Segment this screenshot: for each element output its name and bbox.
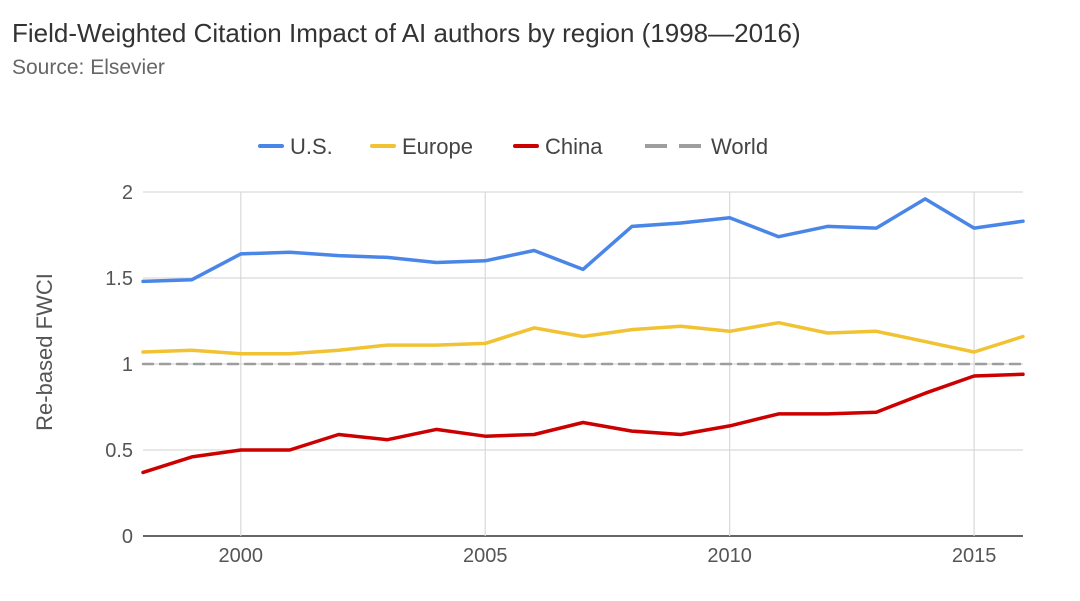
x-tick-label: 2005 xyxy=(463,545,508,567)
y-tick-label: 2 xyxy=(122,182,133,204)
x-tick-label: 2000 xyxy=(219,545,264,567)
legend-item-world: World xyxy=(645,134,768,159)
series-layer xyxy=(141,197,1025,475)
legend-item-europe: Europe xyxy=(370,134,473,159)
legend-label: World xyxy=(711,134,768,159)
y-tick-label: 1.5 xyxy=(105,268,133,290)
y-tick-label: 0 xyxy=(122,526,133,548)
y-axis-label: Re-based FWCI xyxy=(32,273,57,431)
chart-title: Field-Weighted Citation Impact of AI aut… xyxy=(12,18,801,48)
series-line-us xyxy=(141,197,1025,284)
x-tick-label: 2015 xyxy=(952,545,997,567)
chart-source: Source: Elsevier xyxy=(12,56,165,79)
legend-item-china: China xyxy=(513,134,603,159)
legend-label: Europe xyxy=(402,134,473,159)
x-tick-label: 2010 xyxy=(707,545,752,567)
legend-item-us: U.S. xyxy=(258,134,333,159)
legend: U.S. Europe China World xyxy=(258,134,768,159)
series-line-europe xyxy=(141,320,1025,356)
legend-label: China xyxy=(545,134,603,159)
legend-label: U.S. xyxy=(290,134,333,159)
y-tick-label: 0.5 xyxy=(105,440,133,462)
axis-layer: 0 0.5 1 1.5 2 2000 2005 2010 2015 xyxy=(105,182,996,567)
y-tick-label: 1 xyxy=(122,354,133,376)
series-line-china xyxy=(141,372,1025,475)
